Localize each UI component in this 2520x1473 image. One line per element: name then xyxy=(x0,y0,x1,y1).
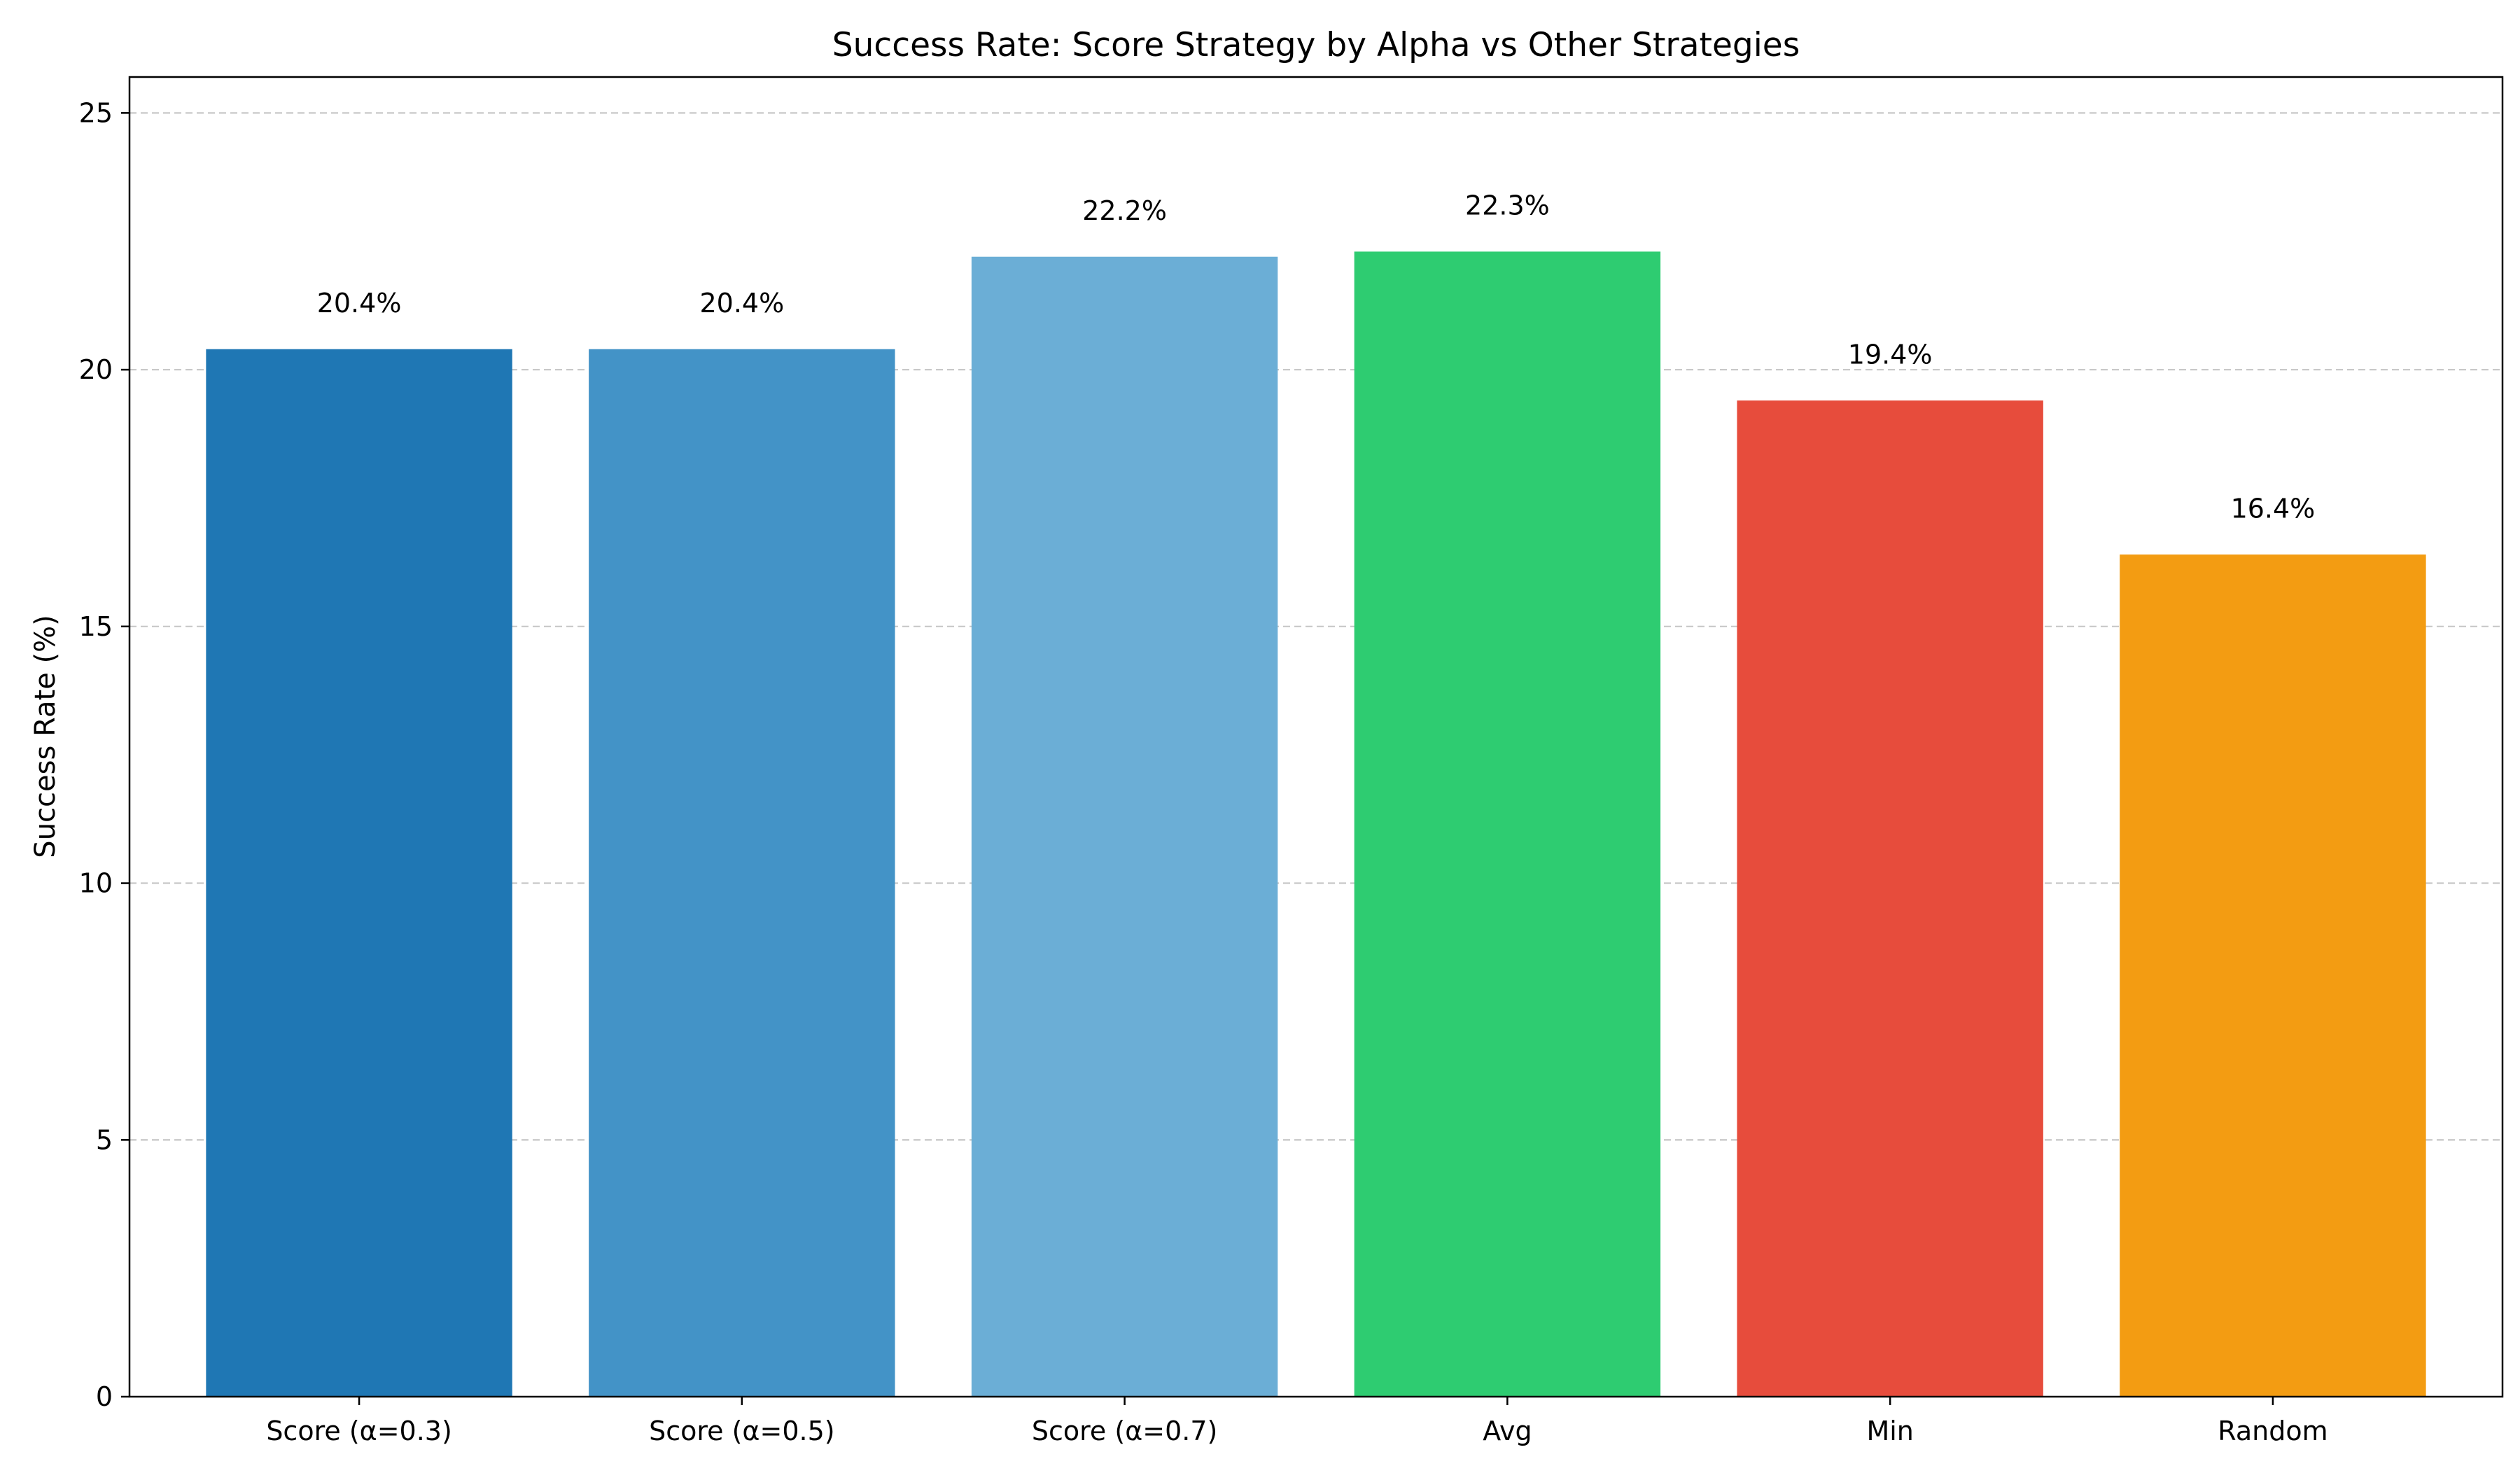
bar-value-labels: 20.4% 20.4% 22.2% 22.3% 19.4% 16.4% xyxy=(317,190,2316,524)
bar-value-label: 16.4% xyxy=(2231,493,2316,524)
x-tick-label: Min xyxy=(1866,1416,1913,1446)
bar xyxy=(206,349,512,1397)
bar xyxy=(589,349,895,1397)
y-tick-label: 25 xyxy=(79,97,113,128)
bar-value-label: 22.3% xyxy=(1465,190,1550,221)
bar-value-label: 20.4% xyxy=(699,288,784,319)
x-tick-label: Score (α=0.3) xyxy=(266,1416,451,1446)
bar xyxy=(2120,554,2426,1397)
bar xyxy=(1354,251,1661,1397)
x-tick-label: Score (α=0.7) xyxy=(1032,1416,1217,1446)
y-tick-label: 10 xyxy=(79,868,113,899)
y-tick-label: 0 xyxy=(96,1381,113,1412)
axis-ticks: 0 5 10 15 20 25 Score (α=0.3) Score (α=0.5) Scor… xyxy=(79,97,2328,1446)
grid-lines xyxy=(130,112,2502,1141)
plot-frame xyxy=(128,76,2504,1398)
chart-title: Success Rate: Score Strategy by Alpha vs… xyxy=(832,26,1800,64)
bar-value-label: 20.4% xyxy=(317,288,402,319)
x-tick-label: Avg xyxy=(1483,1416,1532,1446)
x-tick-label: Score (α=0.5) xyxy=(649,1416,834,1446)
y-tick-label: 20 xyxy=(79,354,113,385)
y-tick-label: 5 xyxy=(96,1124,113,1155)
bar xyxy=(1737,400,2043,1397)
bar xyxy=(971,256,1278,1397)
y-tick-label: 15 xyxy=(79,611,113,642)
bars xyxy=(206,251,2426,1397)
bar-value-label: 22.2% xyxy=(1082,195,1167,226)
x-tick-label: Random xyxy=(2218,1416,2328,1446)
bar-value-label: 19.4% xyxy=(1848,339,1933,370)
y-axis-label: Success Rate (%) xyxy=(29,615,62,858)
